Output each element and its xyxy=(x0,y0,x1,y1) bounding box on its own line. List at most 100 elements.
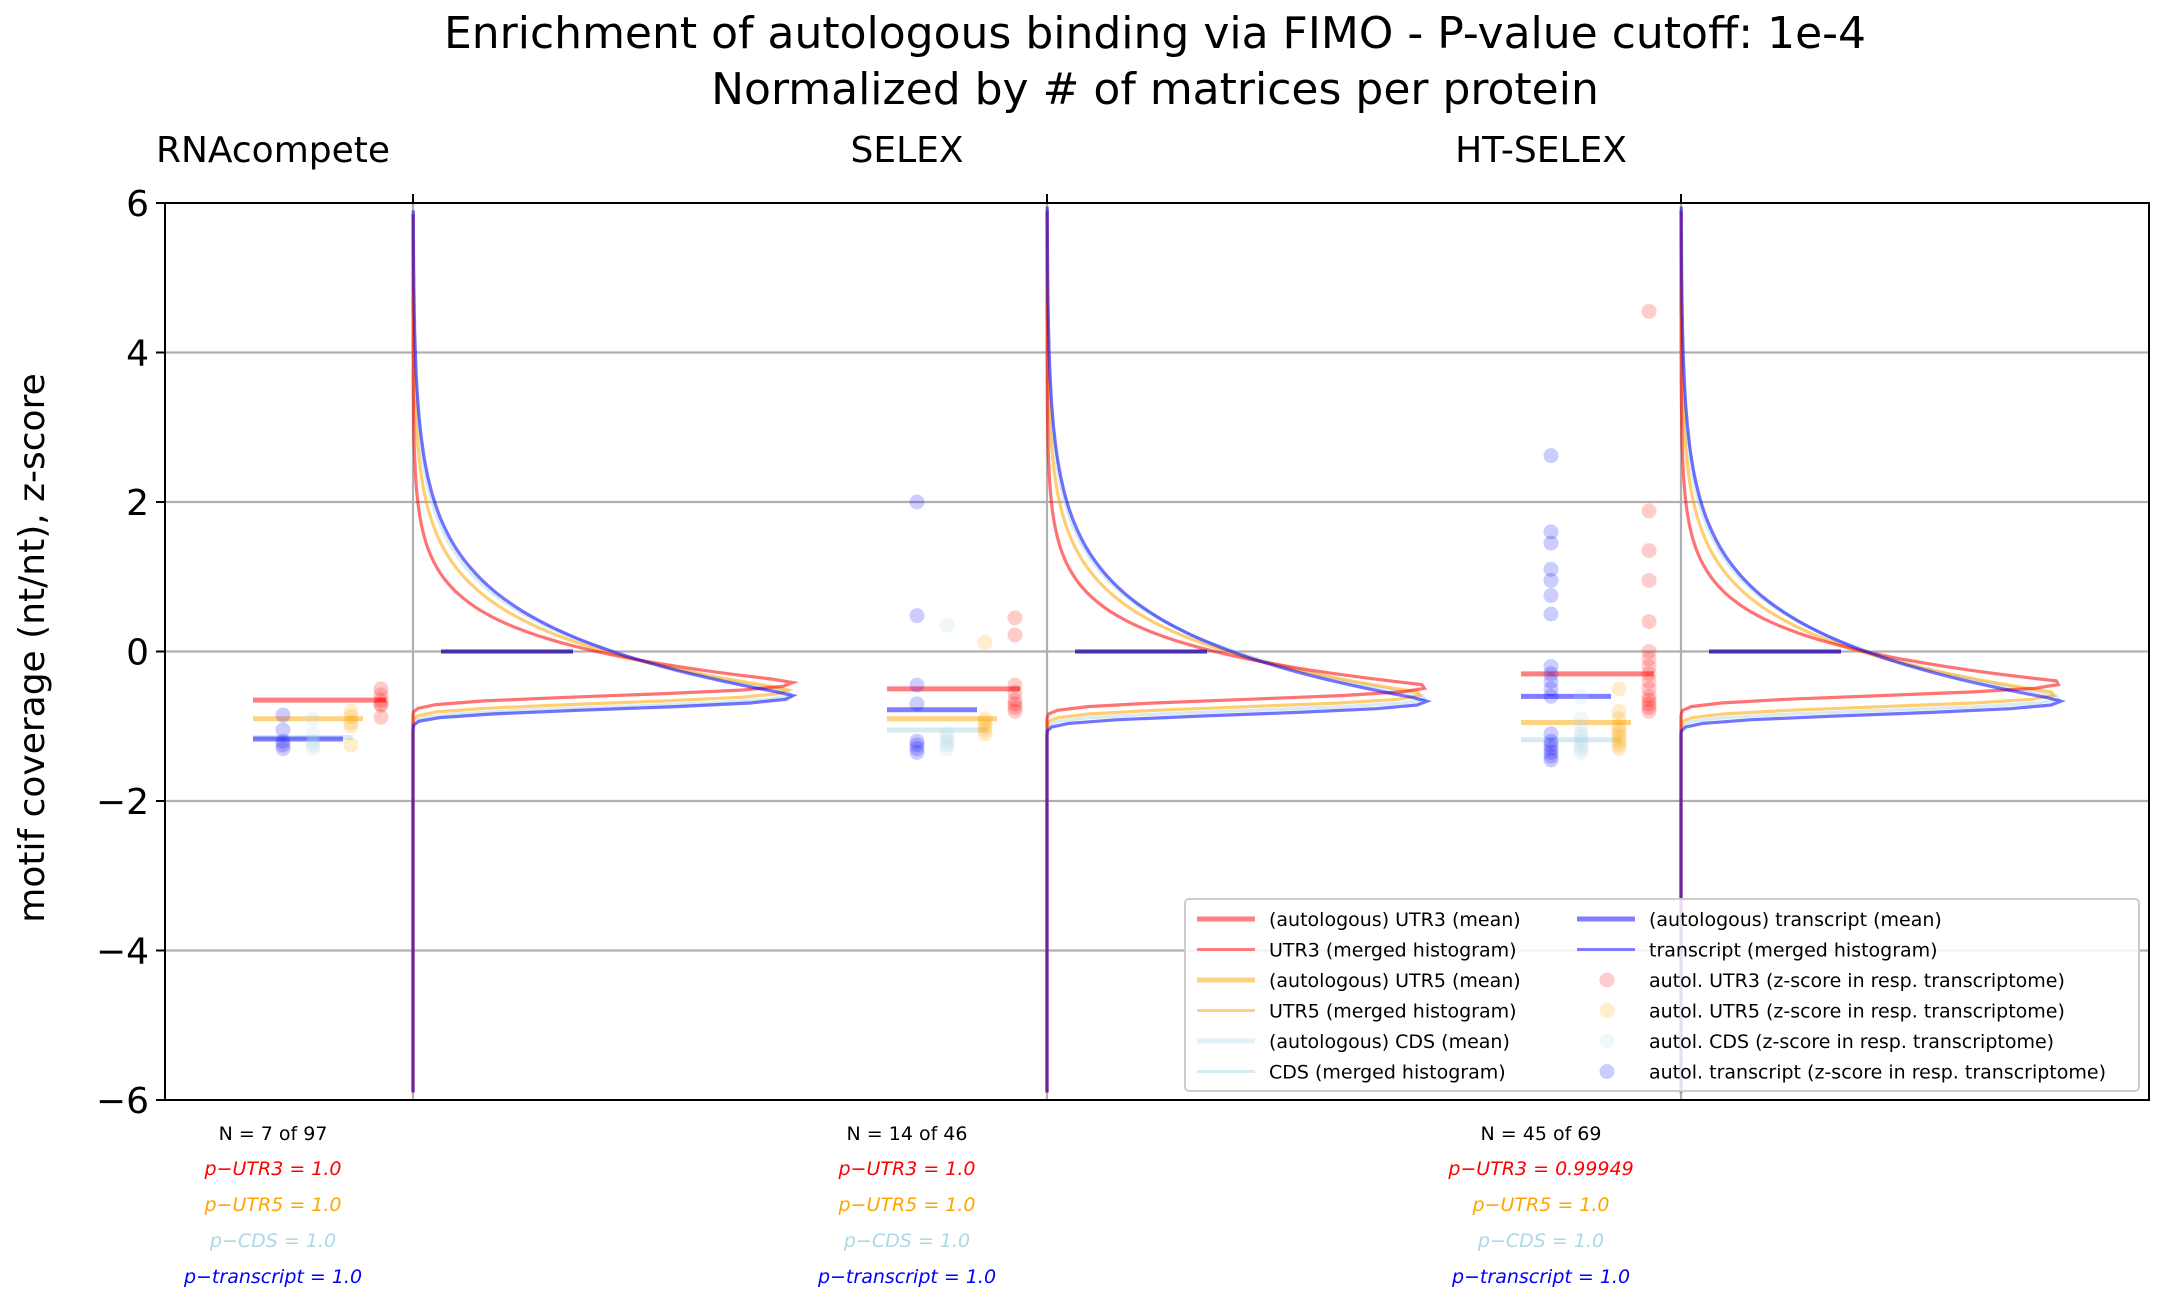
panel-title: HT-SELEX xyxy=(1455,130,1627,171)
point-utr3 xyxy=(1641,503,1657,519)
point-utr3 xyxy=(1641,696,1657,712)
point-transcript xyxy=(1543,561,1559,577)
point-utr3 xyxy=(1007,696,1023,712)
legend-marker xyxy=(1599,972,1615,988)
y-tick-label: −4 xyxy=(96,932,149,973)
point-utr5 xyxy=(977,718,993,734)
panel-pvalue: p−CDS = 1.0 xyxy=(1477,1230,1604,1252)
point-utr3 xyxy=(1641,688,1657,704)
legend-label: UTR5 (merged histogram) xyxy=(1269,1001,1517,1023)
legend-label: autol. CDS (z-score in resp. transcripto… xyxy=(1649,1031,2054,1053)
point-cds xyxy=(939,726,955,742)
point-utr3 xyxy=(1641,703,1657,719)
point-utr3 xyxy=(1641,673,1657,689)
point-cds xyxy=(1573,733,1589,749)
point-utr3 xyxy=(1641,644,1657,659)
legend-label: (autologous) UTR3 (mean) xyxy=(1269,909,1521,931)
legend-label: transcript (merged histogram) xyxy=(1649,940,1938,962)
legend: (autologous) UTR3 (mean) (autologous) tra… xyxy=(1184,898,2140,1092)
point-utr5 xyxy=(343,709,359,725)
point-utr3 xyxy=(1007,685,1023,701)
point-cds xyxy=(1573,718,1589,734)
legend-marker xyxy=(1599,1003,1615,1018)
point-transcript xyxy=(1543,666,1559,682)
panel-pvalue: p−transcript = 1.0 xyxy=(183,1266,362,1288)
point-cds xyxy=(1573,726,1589,742)
legend-box xyxy=(1184,898,2140,1092)
panel-title: RNAcompete xyxy=(156,130,390,171)
point-cds xyxy=(305,737,321,753)
point-transcript xyxy=(909,696,925,712)
panel-pvalue: p−CDS = 1.0 xyxy=(843,1230,970,1252)
panel-n-count: N = 45 of 69 xyxy=(1481,1123,1602,1145)
point-cds xyxy=(939,617,955,633)
point-transcript xyxy=(1543,658,1559,674)
point-utr3 xyxy=(1641,543,1657,559)
axes: 6 4 2 0 −2 −4 −6 xyxy=(96,184,1682,1122)
legend-label: (autologous) transcript (mean) xyxy=(1649,909,1942,931)
panel-pvalue: p−UTR3 = 1.0 xyxy=(838,1158,976,1180)
chart-subtitle: Normalized by # of matrices per protein xyxy=(711,64,1599,115)
point-transcript xyxy=(275,722,291,738)
point-transcript xyxy=(1543,733,1559,749)
point-utr5 xyxy=(343,718,359,734)
point-utr3 xyxy=(1007,677,1023,693)
legend-marker xyxy=(1599,1033,1615,1049)
point-utr5 xyxy=(977,635,993,651)
point-cds xyxy=(1573,737,1589,753)
y-tick-label: −6 xyxy=(96,1081,149,1122)
point-transcript xyxy=(1543,535,1559,551)
panel-n-count: N = 7 of 97 xyxy=(219,1123,328,1145)
point-utr3 xyxy=(1641,572,1657,588)
point-utr3 xyxy=(373,709,389,725)
point-utr5 xyxy=(343,737,359,753)
legend-label: autol. UTR5 (z-score in resp. transcript… xyxy=(1649,1001,2065,1023)
point-utr3 xyxy=(1007,692,1023,708)
point-cds xyxy=(1573,688,1589,704)
point-transcript xyxy=(1543,688,1559,704)
legend-label: UTR3 (merged histogram) xyxy=(1269,940,1517,962)
hist-line-transcript xyxy=(411,210,798,1093)
point-cds xyxy=(939,737,955,753)
y-tick-label: 2 xyxy=(126,483,149,524)
panel-pvalue: p−UTR5 = 1.0 xyxy=(204,1194,342,1216)
legend-label: CDS (merged histogram) xyxy=(1269,1062,1506,1084)
point-utr3 xyxy=(373,687,389,703)
legend-label: (autologous) CDS (mean) xyxy=(1269,1031,1510,1053)
panel-pvalue: p−transcript = 1.0 xyxy=(817,1266,996,1288)
scatter-points xyxy=(275,303,1657,768)
panel-pvalue: p−transcript = 1.0 xyxy=(1451,1266,1630,1288)
y-axis-label: motif coverage (nt/nt), z-score xyxy=(12,373,53,923)
legend-label: (autologous) UTR5 (mean) xyxy=(1269,970,1521,992)
point-utr3 xyxy=(373,692,389,708)
panel-n-count: N = 14 of 46 xyxy=(847,1123,968,1145)
point-cds xyxy=(1573,744,1589,760)
point-transcript xyxy=(909,494,925,510)
point-utr3 xyxy=(1007,610,1023,626)
panel-title: SELEX xyxy=(850,130,963,171)
point-utr5 xyxy=(1611,741,1627,757)
point-transcript xyxy=(1543,752,1559,768)
panel-pvalue: p−UTR5 = 1.0 xyxy=(1472,1194,1610,1216)
legend-label: autol. transcript (z-score in resp. tran… xyxy=(1649,1062,2106,1084)
point-cds xyxy=(939,741,955,757)
point-cds xyxy=(1573,729,1589,745)
point-cds xyxy=(305,733,321,749)
panel-pvalue: p−UTR5 = 1.0 xyxy=(838,1194,976,1216)
point-utr3 xyxy=(1641,700,1657,716)
point-cds xyxy=(1573,711,1589,727)
point-transcript xyxy=(1543,744,1559,760)
point-utr3 xyxy=(1641,614,1657,630)
point-transcript xyxy=(909,733,925,749)
point-transcript xyxy=(909,677,925,693)
point-utr3 xyxy=(1641,692,1657,708)
legend-label: autol. UTR3 (z-score in resp. transcript… xyxy=(1649,970,2065,992)
point-transcript xyxy=(1543,524,1559,540)
y-tick-label: 6 xyxy=(126,184,149,225)
y-tick-label: −2 xyxy=(96,782,149,823)
point-utr5 xyxy=(1611,729,1627,745)
hist-line-transcript xyxy=(1045,206,1432,1093)
panel-pvalue: p−UTR3 = 1.0 xyxy=(204,1158,342,1180)
point-utr5 xyxy=(1611,711,1627,727)
